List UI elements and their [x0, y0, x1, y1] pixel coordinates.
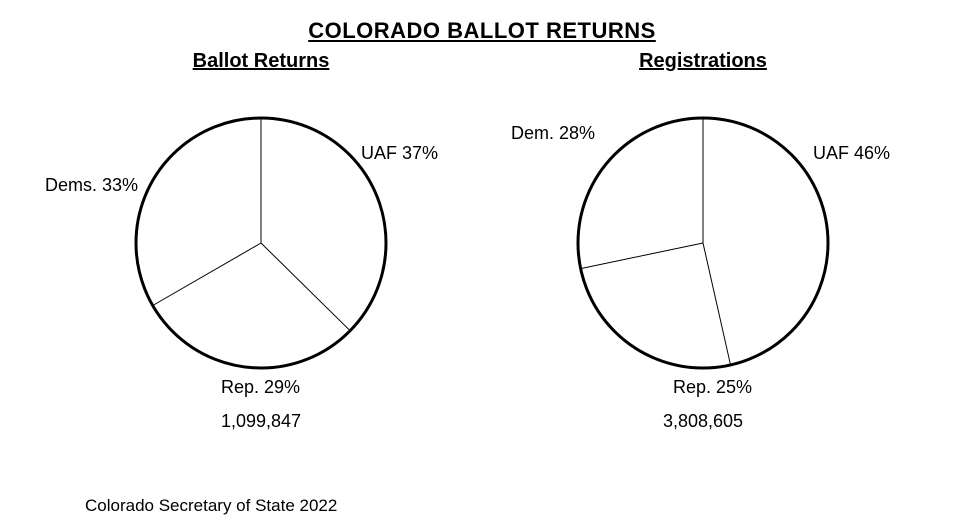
chart-subtitle: Registrations — [639, 50, 767, 73]
pie-slice-label: Rep. 25% — [673, 377, 752, 398]
chart-total: 3,808,605 — [663, 411, 743, 432]
chart-registrations: Registrations UAF 46% Rep. 25% Dem. 28% 3,… — [483, 50, 923, 432]
source-text: Colorado Secretary of State 2022 — [85, 496, 337, 516]
pie-wrap: UAF 46% Rep. 25% Dem. 28% — [503, 83, 903, 403]
pie-slice-label: Dem. 28% — [511, 123, 595, 144]
pie-svg — [61, 83, 461, 403]
pie-slice-label: UAF 37% — [361, 143, 438, 164]
pie-slice-label: Dems. 33% — [45, 175, 138, 196]
pie-slice-label: UAF 46% — [813, 143, 890, 164]
chart-total: 1,099,847 — [221, 411, 301, 432]
pie-wrap: UAF 37%Rep. 29%Dems. 33% — [61, 83, 461, 403]
pie-slice-label: Rep. 29% — [221, 377, 300, 398]
chart-ballot-returns: Ballot Returns UAF 37%Rep. 29%Dems. 33% … — [41, 50, 481, 432]
page-title: COLORADO BALLOT RETURNS — [0, 0, 964, 44]
charts-row: Ballot Returns UAF 37%Rep. 29%Dems. 33% … — [0, 50, 964, 432]
chart-subtitle: Ballot Returns — [193, 50, 330, 73]
